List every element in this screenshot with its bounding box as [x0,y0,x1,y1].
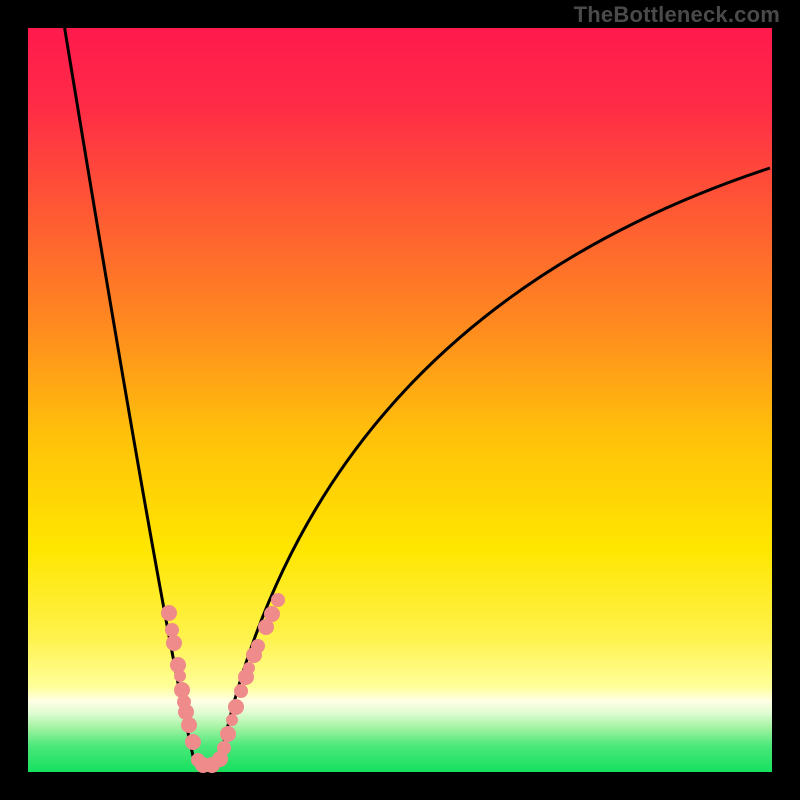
data-dot [165,623,179,637]
data-dot [174,670,186,682]
data-dot [228,699,244,715]
chart-svg [0,0,800,800]
data-dot [161,605,177,621]
data-dot [220,726,236,742]
data-dot [166,635,182,651]
data-dot [226,714,238,726]
gradient-plot-area [28,28,772,772]
data-dot [271,593,285,607]
data-dot [181,717,197,733]
data-dot [251,639,265,653]
data-dot [185,734,201,750]
data-dot [264,606,280,622]
data-dot [217,741,231,755]
chart-canvas: { "watermark": { "text": "TheBottleneck.… [0,0,800,800]
watermark-text: TheBottleneck.com [574,2,780,28]
data-dot [234,684,248,698]
data-dot [243,662,255,674]
